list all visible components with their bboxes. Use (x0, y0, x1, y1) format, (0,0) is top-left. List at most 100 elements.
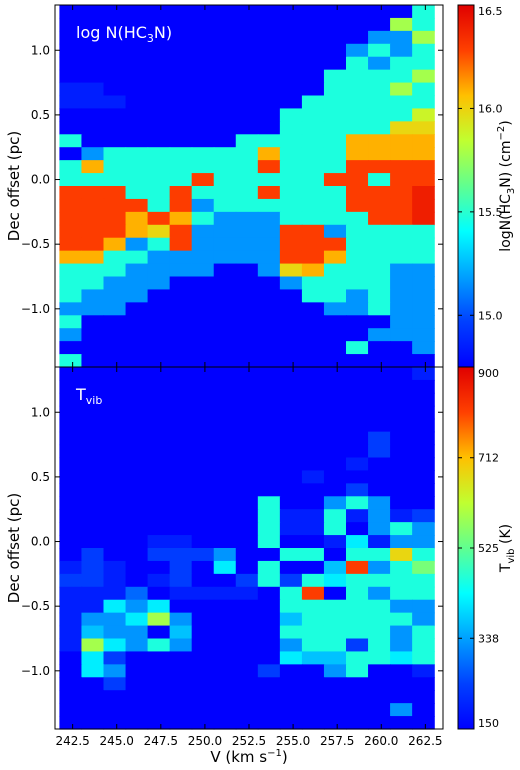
heatmap-cell (213, 56, 237, 71)
heatmap-cell (301, 560, 325, 575)
heatmap-cell (103, 560, 127, 575)
heatmap-cell (103, 224, 127, 239)
heatmap-cell (235, 677, 259, 691)
heatmap-cell (191, 405, 215, 420)
heatmap-cell (81, 664, 105, 678)
heatmap-cell (125, 121, 149, 135)
heatmap-cell (323, 703, 347, 717)
heatmap-cell (103, 367, 127, 381)
heatmap-cell (59, 677, 83, 691)
heatmap-cell (59, 289, 83, 303)
heatmap-cell (346, 160, 369, 174)
heatmap-cell (412, 354, 435, 368)
heatmap-cell (412, 263, 435, 278)
heatmap-cell (368, 418, 391, 433)
heatmap-cell (301, 198, 325, 213)
heatmap-cell (279, 677, 303, 691)
heatmap-cell (346, 496, 369, 510)
column-density-colorbar: 16.5 16.0 15.5 15.0 logN(HC3N) (cm−2) (457, 4, 517, 368)
heatmap-cell (235, 17, 259, 32)
heatmap-cell (301, 95, 325, 110)
heatmap-cell (235, 224, 259, 239)
heatmap-cell (59, 599, 83, 614)
heatmap-cell (412, 43, 435, 58)
heatmap-cell (235, 289, 259, 303)
heatmap-cell (412, 560, 435, 575)
heatmap-cell (368, 560, 391, 575)
heatmap-cell (301, 716, 325, 730)
heatmap-cell (257, 95, 281, 110)
heatmap-cell (81, 405, 105, 420)
heatmap-cell (390, 134, 413, 148)
heatmap-cell (213, 354, 237, 368)
heatmap-cell (368, 664, 391, 678)
heatmap-cell (235, 716, 259, 730)
heatmap-cell (103, 703, 127, 717)
heatmap-cell (81, 690, 105, 704)
heatmap-cell (213, 573, 237, 588)
heatmap-cell (235, 250, 259, 265)
heatmap-cell (368, 134, 391, 148)
heatmap-cell (368, 211, 391, 226)
heatmap-cell (125, 108, 149, 122)
heatmap-cell (390, 328, 413, 342)
heatmap-cell (279, 444, 303, 459)
heatmap-cell (125, 509, 149, 523)
heatmap-cell (323, 405, 347, 420)
heatmap-cell (346, 573, 369, 588)
heatmap-cell (191, 17, 215, 32)
heatmap-cell (59, 664, 83, 678)
heatmap-cell (169, 134, 193, 148)
heatmap-cell (169, 315, 193, 329)
heatmap-cell (346, 431, 369, 446)
heatmap-cell (213, 237, 237, 252)
x-tick-label: 245.0 (100, 734, 134, 748)
heatmap-cell (390, 354, 413, 368)
heatmap-cell (125, 289, 149, 303)
heatmap-cell (346, 289, 369, 303)
heatmap-cell (279, 483, 303, 497)
heatmap-cell (279, 69, 303, 84)
heatmap-cell (213, 716, 237, 730)
heatmap-cell (235, 211, 259, 226)
heatmap-cell (279, 367, 303, 381)
heatmap-cell (103, 186, 127, 200)
heatmap-cell (191, 548, 215, 562)
heatmap-cell (257, 224, 281, 239)
heatmap-cell (279, 638, 303, 653)
heatmap-cell (169, 496, 193, 510)
heatmap-cell (81, 328, 105, 342)
heatmap-cell (301, 470, 325, 484)
heatmap-cell (323, 56, 347, 71)
heatmap-cell (412, 5, 435, 19)
heatmap-cell (412, 173, 435, 187)
colorbar-ticks: 16.5 16.0 15.5 15.0 (458, 4, 503, 322)
heatmap-cell (235, 302, 259, 316)
heatmap-cell (346, 211, 369, 226)
heatmap-cell (59, 457, 83, 472)
heatmap-cell (103, 173, 127, 187)
heatmap-cell (323, 586, 347, 601)
heatmap-cell (346, 250, 369, 265)
heatmap-cell (103, 82, 127, 97)
heatmap-cell (323, 367, 347, 381)
heatmap-cell (368, 651, 391, 665)
x-tick-label: 262.5 (408, 734, 442, 748)
heatmap-cell (235, 496, 259, 510)
heatmap-cell (125, 470, 149, 484)
heatmap-cell (346, 82, 369, 97)
heatmap-cell (390, 108, 413, 122)
heatmap-cell (147, 599, 171, 614)
heatmap-cell (346, 56, 369, 71)
heatmap-cell (169, 418, 193, 433)
heatmap-cell (257, 17, 281, 32)
heatmap-cell (103, 328, 127, 342)
heatmap-cell (301, 341, 325, 355)
heatmap-cell (235, 341, 259, 355)
heatmap-cell (301, 69, 325, 84)
heatmap-cell (235, 651, 259, 665)
heatmap-cell (368, 250, 391, 265)
heatmap-cell (147, 444, 171, 459)
heatmap-cell (59, 483, 83, 497)
heatmap-cell (323, 651, 347, 665)
